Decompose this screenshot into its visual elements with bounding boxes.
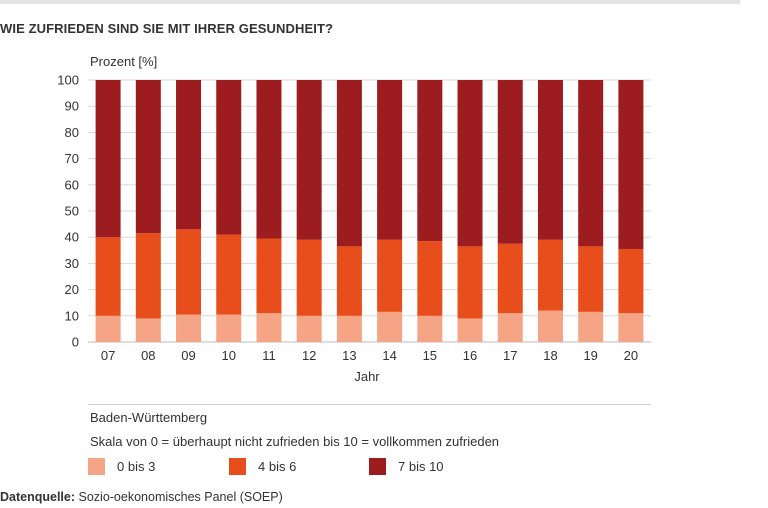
region-note: Baden-Württemberg <box>90 410 208 425</box>
y-tick-label: 100 <box>57 73 79 88</box>
bar-segment <box>336 246 362 316</box>
x-tick-label: 19 <box>583 348 597 363</box>
legend-item-4-6: 4 bis 6 <box>229 456 296 476</box>
y-axis-label: Prozent [%] <box>90 54 157 69</box>
y-tick-labels: 0 10 20 30 40 50 60 70 80 90 100 <box>57 73 79 350</box>
bar-segment <box>256 80 282 239</box>
x-tick-label: 09 <box>181 348 195 363</box>
legend-swatch-7-10 <box>369 457 386 475</box>
bar-segment <box>176 314 202 342</box>
bar-segment <box>578 311 604 342</box>
bar-segment <box>176 80 202 230</box>
x-tick-label: 17 <box>503 348 517 363</box>
legend-item-0-3: 0 bis 3 <box>88 456 155 476</box>
bar-segment <box>336 80 362 247</box>
legend-swatch-0-3 <box>88 457 105 475</box>
bar-segment <box>135 80 161 234</box>
bar-segment <box>377 239 403 312</box>
bar-segment <box>618 80 644 249</box>
y-tick-label: 40 <box>65 230 79 245</box>
bar-segment <box>497 243 523 314</box>
bar-segment <box>377 311 403 342</box>
bar-segment <box>377 80 403 240</box>
x-tick-label: 11 <box>262 348 276 363</box>
x-tick-label: 20 <box>624 348 638 363</box>
x-tick-label: 12 <box>302 348 316 363</box>
legend-swatch-4-6 <box>229 457 246 475</box>
y-tick-label: 20 <box>65 282 79 297</box>
bar-segment <box>95 237 121 316</box>
bar-segment <box>417 80 443 242</box>
bar-segment <box>216 314 242 342</box>
legend-item-7-10: 7 bis 10 <box>369 456 444 476</box>
bar-segment <box>296 315 322 342</box>
bar-segment <box>95 315 121 342</box>
bar-segment <box>578 80 604 247</box>
x-tick-label: 16 <box>463 348 477 363</box>
x-tick-label: 07 <box>101 348 115 363</box>
bar-segment <box>537 310 563 342</box>
gridlines <box>88 79 651 343</box>
x-tick-label: 10 <box>222 348 236 363</box>
top-divider <box>0 0 740 4</box>
bar-segment <box>457 246 483 319</box>
bar-segment <box>216 234 242 315</box>
stacked-bar-chart: Prozent [%] Jahr 0102030405060708090100 … <box>57 54 651 384</box>
bar-segment <box>296 239 322 316</box>
source-text: Sozio-oekonomisches Panel (SOEP) <box>78 490 283 504</box>
x-tick-label: 13 <box>342 348 356 363</box>
bar-segment <box>497 313 523 342</box>
bar-segment <box>537 239 563 311</box>
bar-segment <box>537 80 563 240</box>
bar-segment <box>618 248 644 314</box>
bar-segment <box>216 80 242 235</box>
bar-segment <box>417 241 443 316</box>
y-tick-label: 60 <box>65 177 79 192</box>
legend-divider <box>88 404 651 405</box>
data-source: Datenquelle: Sozio-oekonomisches Panel (… <box>0 490 283 504</box>
y-tick-label: 80 <box>65 125 79 140</box>
bar-segment <box>457 80 483 247</box>
bar-segment <box>95 80 121 238</box>
x-tick-label: 14 <box>382 348 396 363</box>
x-tick-labels: 07 08 09 10 11 12 13 14 15 16 17 18 19 20 <box>101 348 638 363</box>
x-axis-label: Jahr <box>354 369 380 384</box>
x-tick-label: 18 <box>543 348 557 363</box>
y-tick-label: 10 <box>65 308 79 323</box>
y-tick-label: 50 <box>65 204 79 219</box>
y-tick-label: 0 <box>72 335 79 350</box>
source-label: Datenquelle: <box>0 490 76 504</box>
legend-label-7-10: 7 bis 10 <box>398 458 444 474</box>
y-tick-label: 90 <box>65 99 79 114</box>
bar-segment <box>618 313 644 342</box>
bar-segment <box>256 238 282 314</box>
bars <box>95 80 644 342</box>
x-tick-label: 15 <box>423 348 437 363</box>
bar-segment <box>135 233 161 319</box>
y-tick-label: 30 <box>65 256 79 271</box>
bar-segment <box>135 318 161 342</box>
legend-label-0-3: 0 bis 3 <box>117 458 156 474</box>
bar-segment <box>336 315 362 342</box>
bar-segment <box>176 229 202 315</box>
legend-label-4-6: 4 bis 6 <box>258 458 297 474</box>
scale-note: Skala von 0 = überhaupt nicht zufrieden … <box>90 434 500 449</box>
legend: 0 bis 3 4 bis 6 7 bis 10 <box>88 456 651 476</box>
bar-segment <box>417 315 443 342</box>
bar-segment <box>256 313 282 342</box>
bar-segment <box>457 318 483 342</box>
bar-segment <box>296 80 322 240</box>
chart-title: WIE ZUFRIEDEN SIND SIE MIT IHRER GESUNDH… <box>0 21 334 36</box>
bar-segment <box>578 246 604 312</box>
bar-segment <box>497 80 523 244</box>
y-tick-label: 70 <box>65 151 79 166</box>
x-tick-label: 08 <box>141 348 155 363</box>
